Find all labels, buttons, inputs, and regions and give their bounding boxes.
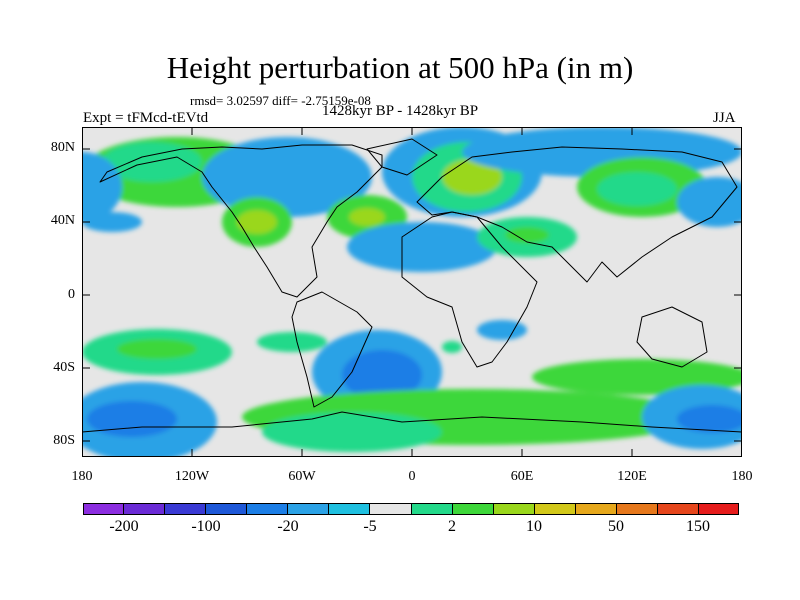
lon-label-0: 0 — [408, 469, 416, 484]
anomaly-positive — [505, 227, 549, 243]
season-label: JJA — [713, 110, 736, 126]
lon-label-180e: 180 — [731, 469, 753, 484]
lat-label-80s: 80S — [53, 433, 75, 448]
anomaly-field — [82, 127, 742, 457]
eurasia-coast — [416, 146, 738, 283]
colorbar-swatch — [698, 503, 739, 515]
anomaly-positive — [597, 172, 677, 206]
map-ticks — [82, 127, 742, 457]
south-america-coast — [291, 291, 373, 408]
plot-title: Height perturbation at 500 hPa (in m) — [166, 50, 634, 85]
anomaly-positive — [349, 208, 385, 226]
colorbar-swatch — [165, 503, 207, 515]
australia-coast — [636, 306, 708, 368]
anomaly-positive — [237, 210, 277, 234]
colorbar-label: 10 — [526, 518, 542, 535]
colorbar-swatch — [575, 503, 617, 515]
colorbar-label: 150 — [686, 518, 710, 535]
anomaly-negative — [202, 137, 372, 217]
colorbar-swatch — [370, 503, 412, 515]
lon-label-180w: 180 — [71, 469, 93, 484]
colorbar-swatch — [124, 503, 166, 515]
anomaly-positive — [117, 339, 197, 359]
period-label: 1428kyr BP - 1428kyr BP — [321, 103, 479, 119]
lat-label-0: 0 — [68, 287, 75, 302]
anomaly-negative — [677, 405, 742, 433]
lat-label-40n: 40N — [50, 213, 75, 228]
lat-label-80n: 80N — [50, 140, 75, 155]
colorbar-label: -20 — [277, 518, 299, 535]
colorbar-swatch — [452, 503, 494, 515]
colorbar-label: -200 — [109, 518, 139, 535]
anomaly-negative — [677, 177, 742, 227]
coastlines — [82, 138, 742, 433]
map-svg — [82, 127, 742, 457]
antarctica-coast — [82, 411, 742, 433]
anomaly-negative — [82, 212, 142, 232]
colorbar-label: 2 — [448, 518, 456, 535]
greenland-coast — [366, 138, 438, 176]
north-america-coast — [99, 144, 383, 298]
colorbar-swatch — [329, 503, 371, 515]
lon-label-120w: 120W — [174, 469, 210, 484]
colorbar-swatch — [247, 503, 289, 515]
lon-label-60w: 60W — [288, 469, 316, 484]
lon-label-120e: 120E — [617, 469, 647, 484]
anomaly-positive — [257, 332, 327, 352]
colorbar-label: 50 — [608, 518, 624, 535]
colorbar-label: -100 — [191, 518, 221, 535]
anomaly-negative — [477, 320, 527, 340]
colorbar-swatch — [206, 503, 248, 515]
colorbar-swatch — [83, 503, 125, 515]
anomaly-negative — [87, 401, 177, 437]
colorbar-swatch — [493, 503, 535, 515]
colorbar-label: -5 — [363, 518, 377, 535]
experiment-label: Expt = tFMcd-tEVtd — [83, 110, 209, 126]
colorbar-swatch — [616, 503, 658, 515]
map-plot — [82, 127, 742, 457]
colorbar — [83, 503, 739, 515]
colorbar-swatch — [288, 503, 330, 515]
colorbar-swatch — [657, 503, 699, 515]
colorbar-swatch — [411, 503, 453, 515]
lat-label-40s: 40S — [53, 360, 75, 375]
anomaly-negative — [342, 350, 422, 400]
stats-label: rmsd= 3.02597 diff= -2.75159e-08 — [190, 93, 371, 108]
anomaly-positive — [442, 341, 462, 353]
colorbar-swatch — [534, 503, 576, 515]
anomaly-negative — [347, 222, 497, 272]
anomaly-positive — [442, 159, 502, 195]
anomaly-positive — [262, 412, 442, 452]
lon-label-60e: 60E — [510, 469, 534, 484]
